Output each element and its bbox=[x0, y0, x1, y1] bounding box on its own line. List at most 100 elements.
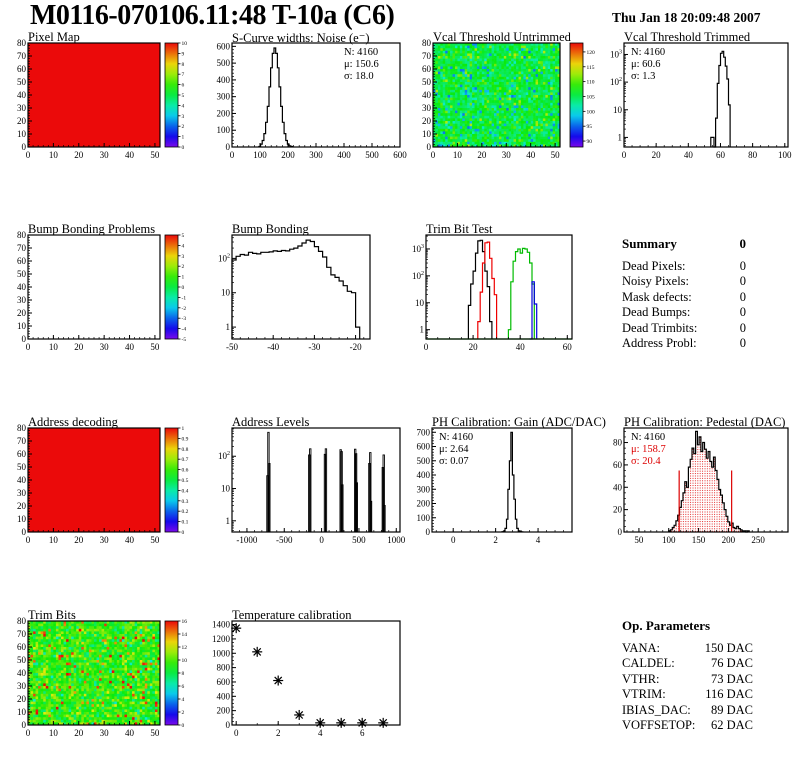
svg-text:σ: 20.4: σ: 20.4 bbox=[631, 456, 661, 467]
svg-text:7: 7 bbox=[182, 72, 185, 78]
vcal-untrimmed-canvas: 0 10 20 30 40 50 0 10 20 30 40 50 60 70 80 90 95 100 105 11… bbox=[422, 38, 596, 160]
svg-text:30: 30 bbox=[100, 342, 110, 352]
svg-text:0: 0 bbox=[424, 342, 429, 352]
bump-problems-canvas: 0 10 20 30 40 50 0 10 20 30 40 50 60 70 80 -5 -4 -3 -2 -1 0 1… bbox=[17, 230, 187, 352]
svg-text:0.8: 0.8 bbox=[182, 447, 189, 453]
svg-text:2: 2 bbox=[182, 264, 185, 270]
plot-title: Bump Bonding bbox=[232, 222, 309, 236]
svg-text:-1: -1 bbox=[182, 295, 187, 301]
svg-text:0.3: 0.3 bbox=[182, 499, 189, 505]
op-parameter-row: CALDEL: 76 DAC bbox=[622, 656, 753, 670]
svg-text:0: 0 bbox=[226, 142, 231, 152]
svg-text:40: 40 bbox=[526, 150, 536, 160]
svg-text:10: 10 bbox=[613, 105, 623, 115]
plot-title: Address Levels bbox=[232, 415, 310, 429]
plot-vcal-threshold-untrimmed: Vcal Threshold Untrimmed 0 10 20 30 40 50 0 10 2… bbox=[408, 30, 608, 188]
svg-text:40: 40 bbox=[17, 282, 27, 292]
svg-text:30: 30 bbox=[422, 103, 432, 113]
address-levels-canvas: -1000 -500 0 500 1000 1 10 102 bbox=[218, 427, 406, 545]
summary-rows: Dead Pixels: 0 Noisy Pixels: 0 Mask defects:… bbox=[622, 259, 746, 352]
svg-text:-2: -2 bbox=[182, 306, 187, 312]
svg-text:80: 80 bbox=[17, 423, 27, 433]
svg-text:0: 0 bbox=[426, 527, 431, 537]
svg-text:0.7: 0.7 bbox=[182, 457, 189, 463]
svg-text:10: 10 bbox=[49, 535, 59, 545]
svg-text:400: 400 bbox=[217, 75, 231, 85]
svg-text:4: 4 bbox=[182, 243, 185, 249]
svg-text:20: 20 bbox=[652, 150, 662, 160]
svg-text:60: 60 bbox=[17, 64, 27, 74]
plot-bump-bonding-problems: Bump Bonding Problems 0 10 20 30 40 50 0 10 20 30… bbox=[8, 222, 208, 380]
svg-text:1: 1 bbox=[182, 426, 185, 432]
svg-text:20: 20 bbox=[74, 535, 84, 545]
plot-title: Address decoding bbox=[28, 415, 118, 429]
svg-text:30: 30 bbox=[17, 488, 27, 498]
plot-ph-pedestal: PH Calibration: Pedestal (DAC) 50 100 150 2… bbox=[608, 415, 796, 573]
svg-text:0: 0 bbox=[26, 342, 31, 352]
svg-text:1: 1 bbox=[226, 516, 231, 526]
plot-title: Vcal Threshold Untrimmed bbox=[433, 30, 571, 44]
svg-text:σ: 18.0: σ: 18.0 bbox=[344, 71, 374, 82]
svg-text:40: 40 bbox=[613, 482, 623, 492]
plot-title: PH Calibration: Gain (ADC/DAC) bbox=[432, 415, 606, 429]
svg-text:100: 100 bbox=[253, 150, 267, 160]
svg-text:10: 10 bbox=[422, 129, 432, 139]
svg-text:40: 40 bbox=[684, 150, 694, 160]
svg-text:700: 700 bbox=[417, 427, 431, 437]
svg-text:N: 4160: N: 4160 bbox=[631, 432, 665, 443]
svg-text:0: 0 bbox=[182, 530, 185, 536]
svg-text:30: 30 bbox=[502, 150, 512, 160]
svg-text:100: 100 bbox=[587, 109, 596, 115]
svg-text:103: 103 bbox=[610, 49, 622, 59]
svg-text:110: 110 bbox=[587, 80, 595, 86]
plot-title: PH Calibration: Pedestal (DAC) bbox=[624, 415, 786, 429]
timestamp: Thu Jan 18 20:09:48 2007 bbox=[612, 10, 761, 25]
svg-text:60: 60 bbox=[716, 150, 726, 160]
svg-text:-4: -4 bbox=[182, 327, 187, 333]
svg-text:500: 500 bbox=[217, 58, 231, 68]
svg-text:μ: 150.6: μ: 150.6 bbox=[344, 59, 379, 70]
svg-text:3: 3 bbox=[182, 114, 185, 120]
svg-text:0: 0 bbox=[22, 527, 27, 537]
svg-text:10: 10 bbox=[17, 321, 27, 331]
svg-text:50: 50 bbox=[422, 77, 432, 87]
svg-text:0.9: 0.9 bbox=[182, 436, 189, 442]
svg-text:600: 600 bbox=[417, 442, 431, 452]
plot-title: Trim Bit Test bbox=[426, 222, 493, 236]
plot-title: Temperature calibration bbox=[232, 608, 352, 622]
svg-text:50: 50 bbox=[17, 77, 27, 87]
summary-row: Mask defects: 0 bbox=[622, 289, 746, 304]
summary-row: Address Probl: 0 bbox=[622, 336, 746, 350]
svg-text:10: 10 bbox=[17, 514, 27, 524]
plot-address-decoding: Address decoding 0 10 20 30 40 50 0 10 20 30 40 50 6… bbox=[8, 415, 208, 573]
svg-text:-20: -20 bbox=[350, 342, 362, 352]
svg-text:0: 0 bbox=[22, 334, 27, 344]
trim-bits-canvas: 0 10 20 30 40 5001020304050607080024681012141… bbox=[17, 616, 187, 738]
svg-text:1: 1 bbox=[618, 132, 623, 142]
svg-text:300: 300 bbox=[309, 150, 323, 160]
svg-text:60: 60 bbox=[17, 256, 27, 266]
svg-text:70: 70 bbox=[17, 243, 27, 253]
svg-text:-500: -500 bbox=[276, 535, 293, 545]
svg-text:200: 200 bbox=[417, 499, 431, 509]
svg-text:σ: 1.3: σ: 1.3 bbox=[631, 71, 655, 82]
plot-address-levels: Address Levels -1000 -500 0 500 1000 1 10 102 bbox=[208, 415, 408, 573]
op-parameters-rows: VANA: 150 DAC CALDEL: 76 DAC VTHR: 73 DAC VTRI… bbox=[622, 641, 753, 734]
svg-text:150: 150 bbox=[692, 535, 706, 545]
pixel-map-canvas: 0 10 20 30 40 50 0 10 20 30 40 50 60 70 80 0 1 2 3 4 5 6 7 8 9 10 bbox=[17, 38, 187, 160]
summary-total: 0 bbox=[739, 236, 747, 251]
svg-text:10: 10 bbox=[221, 484, 231, 494]
svg-text:100: 100 bbox=[778, 150, 792, 160]
svg-text:10: 10 bbox=[49, 150, 59, 160]
plot-title: Trim Bits bbox=[28, 608, 76, 622]
svg-text:30: 30 bbox=[17, 295, 27, 305]
trim-bit-test-canvas: 0 20 40 60 1 10 102 103 bbox=[412, 234, 573, 352]
plot-vcal-threshold-trimmed: Vcal Threshold Trimmed 0 20 40 60 80 100 1 10 10… bbox=[608, 30, 796, 188]
svg-text:-50: -50 bbox=[226, 342, 238, 352]
plot-title: S-Curve widths: Noise (e⁻) bbox=[232, 31, 370, 45]
plot-title: Pixel Map bbox=[28, 30, 80, 44]
svg-text:N: 4160: N: 4160 bbox=[439, 432, 473, 443]
svg-text:40: 40 bbox=[422, 90, 432, 100]
plot-title: Bump Bonding Problems bbox=[28, 222, 156, 236]
svg-text:8: 8 bbox=[182, 62, 185, 68]
